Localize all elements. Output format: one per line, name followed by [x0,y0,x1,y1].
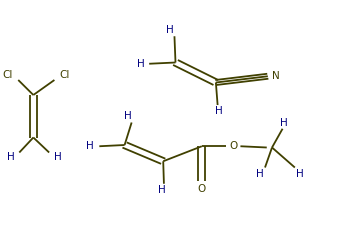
Text: Cl: Cl [2,70,13,80]
Text: H: H [296,169,304,179]
Text: H: H [216,106,223,116]
Text: H: H [124,111,132,121]
Text: O: O [198,184,206,194]
Text: H: H [158,185,166,195]
Text: H: H [256,169,264,179]
Text: Cl: Cl [60,70,70,80]
Text: H: H [166,25,174,35]
Text: H: H [86,141,93,151]
Text: H: H [280,118,288,128]
Text: H: H [7,152,14,162]
Text: H: H [54,152,62,162]
Text: H: H [137,59,144,69]
Text: N: N [272,71,279,81]
Text: O: O [229,141,238,151]
